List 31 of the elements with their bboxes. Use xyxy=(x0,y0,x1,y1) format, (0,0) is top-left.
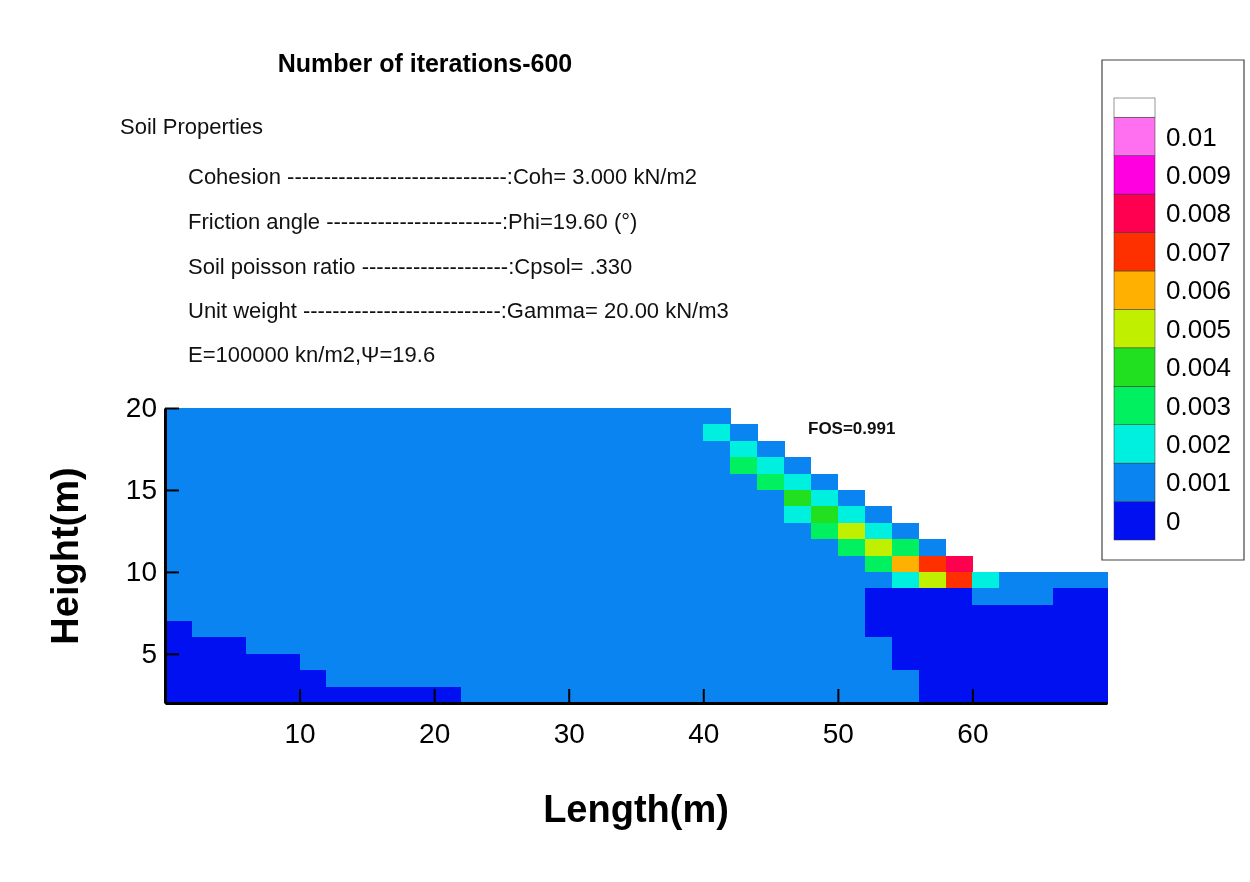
color-bar-label: 0.003 xyxy=(1166,390,1232,421)
color-bar-label: 0.002 xyxy=(1166,429,1232,460)
y-axis-title: Height(m) xyxy=(44,467,86,645)
color-bar-label: 0.01 xyxy=(1166,121,1217,152)
text: Unit weight ---------------------------:Gamma= 20.00 kN/m3 xyxy=(188,298,729,323)
x-tick-label: 50 xyxy=(822,717,854,749)
color-bar-label: 0.008 xyxy=(1166,198,1232,229)
color-bar-label: 0 xyxy=(1166,505,1181,536)
text: Soil poisson ratio --------------------:Cpsol= .330 xyxy=(188,254,633,279)
x-axis-title: Length(m) xyxy=(543,788,729,830)
color-bar-label: 0.009 xyxy=(1166,159,1232,190)
color-bar-label: 0.005 xyxy=(1166,313,1232,344)
y-tick-label: 5 xyxy=(141,638,157,670)
text: Cohesion ------------------------------:Coh= 3.000 kN/m2 xyxy=(188,164,698,189)
text: Soil Properties xyxy=(120,114,264,139)
y-tick-label: 20 xyxy=(125,392,157,424)
x-tick-label: 10 xyxy=(284,717,316,749)
text: E=100000 kn/m2,Ψ=19.6 xyxy=(188,342,436,367)
x-tick-label: 60 xyxy=(957,717,989,749)
x-tick-label: 30 xyxy=(553,717,585,749)
x-tick-label: 40 xyxy=(688,717,720,749)
color-bar-label: 0.007 xyxy=(1166,236,1232,267)
text: Friction angle ------------------------:Phi=19.60 (°) xyxy=(188,209,638,234)
color-bar-label: 0.001 xyxy=(1166,467,1232,498)
x-tick-label: 20 xyxy=(419,717,451,749)
y-tick-label: 15 xyxy=(125,474,157,506)
y-tick-label: 10 xyxy=(125,556,157,588)
color-bar-label: 0.004 xyxy=(1166,352,1232,383)
chart-title: Number of iterations-600 xyxy=(277,49,573,77)
color-bar-label: 0.006 xyxy=(1166,275,1232,306)
annotation: FOS=0.991 xyxy=(808,419,896,438)
